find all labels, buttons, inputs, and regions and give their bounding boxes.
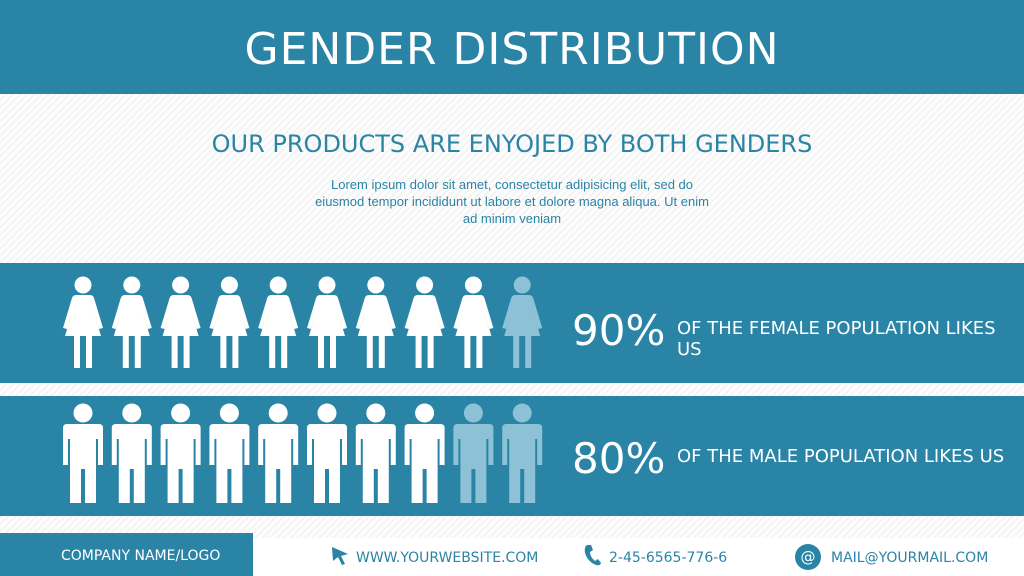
email[interactable]: MAIL@YOURMAIL.COM <box>831 550 989 566</box>
female-icon <box>502 276 543 368</box>
male-icon <box>453 403 494 503</box>
company: COMPANY NAME/LOGO <box>61 548 221 564</box>
title: GENDER DISTRIBUTION <box>244 24 780 75</box>
cursor-icon <box>332 547 348 565</box>
female-icon <box>307 276 347 368</box>
male-icon <box>63 403 103 503</box>
email-icon: @ <box>795 544 821 570</box>
male-icon <box>160 403 201 503</box>
website[interactable]: WWW.YOURWEBSITE.COM <box>356 550 539 566</box>
female-icon <box>355 276 396 368</box>
female-icon <box>160 276 201 368</box>
svg-text:@: @ <box>801 548 816 566</box>
female-icon <box>63 276 103 368</box>
male-icon <box>209 403 250 503</box>
intro-heading: OUR PRODUCTS ARE ENYOJED BY BOTH GENDERS <box>211 130 813 158</box>
male-icon <box>404 403 445 503</box>
female-icon <box>209 276 250 368</box>
row-text: OF THE MALE POPULATION LIKES US <box>677 446 1005 467</box>
female-icon <box>453 276 494 368</box>
intro-text: Lorem ipsum dolor sit amet, consectetur … <box>315 177 709 226</box>
female-icon <box>404 276 445 368</box>
male-icon <box>355 403 396 503</box>
female-icon <box>258 276 299 368</box>
footer-right <box>253 538 1024 576</box>
header-bar <box>0 0 1024 94</box>
footer-left <box>0 533 253 576</box>
phone: 2-45-6565-776-6 <box>609 550 728 566</box>
row-text: OF THE FEMALE POPULATION LIKES US <box>677 318 996 360</box>
percent: 90% <box>572 306 666 355</box>
female-icon <box>111 276 152 368</box>
percent: 80% <box>572 434 666 483</box>
phone-icon <box>584 545 601 566</box>
male-icon <box>258 403 299 503</box>
male-icon <box>111 403 152 503</box>
male-icon <box>307 403 347 503</box>
male-icon <box>502 403 543 503</box>
